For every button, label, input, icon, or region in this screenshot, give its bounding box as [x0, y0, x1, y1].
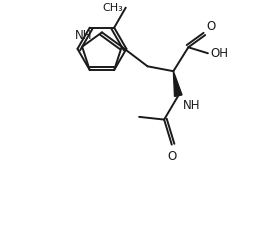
Text: O: O — [207, 20, 216, 33]
Text: O: O — [167, 150, 176, 163]
Text: OH: OH — [210, 47, 228, 60]
Text: NH: NH — [183, 99, 201, 112]
Polygon shape — [173, 71, 182, 96]
Text: NH: NH — [75, 29, 92, 42]
Text: CH₃: CH₃ — [102, 3, 123, 13]
